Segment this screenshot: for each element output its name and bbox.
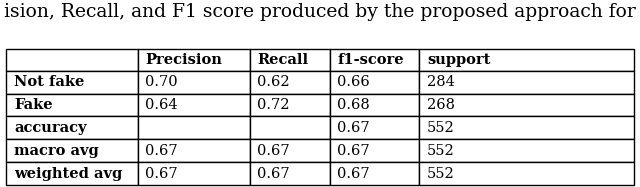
Bar (419, 94, 634, 117)
Text: 552: 552 (427, 144, 454, 158)
Text: 0.67: 0.67 (257, 167, 290, 181)
Text: 552: 552 (427, 167, 454, 181)
Text: 0.67: 0.67 (337, 167, 370, 181)
Text: 268: 268 (427, 98, 455, 112)
Text: 0.66: 0.66 (337, 75, 370, 89)
Bar (138, 71, 250, 94)
Bar (330, 94, 419, 117)
Bar (6, 71, 138, 94)
Text: 0.67: 0.67 (257, 144, 290, 158)
Text: macro avg: macro avg (14, 144, 99, 158)
Bar (250, 49, 330, 71)
Bar (138, 49, 250, 71)
Text: support: support (427, 53, 490, 67)
Bar (330, 162, 419, 185)
Text: 0.70: 0.70 (145, 75, 178, 89)
Bar (419, 139, 634, 162)
Bar (419, 71, 634, 94)
Text: 0.67: 0.67 (337, 121, 370, 135)
Text: Precision: Precision (145, 53, 222, 67)
Text: 552: 552 (427, 121, 454, 135)
Bar (138, 162, 250, 185)
Bar (6, 139, 138, 162)
Bar (6, 117, 138, 139)
Text: 0.67: 0.67 (145, 144, 178, 158)
Text: 0.64: 0.64 (145, 98, 178, 112)
Bar (330, 49, 419, 71)
Bar (138, 117, 250, 139)
Text: accuracy: accuracy (14, 121, 86, 135)
Bar (330, 139, 419, 162)
Text: 0.67: 0.67 (145, 167, 178, 181)
Text: 0.62: 0.62 (257, 75, 290, 89)
Text: Recall: Recall (257, 53, 308, 67)
Text: 0.68: 0.68 (337, 98, 370, 112)
Text: ision, Recall, and F1 score produced by the proposed approach for: ision, Recall, and F1 score produced by … (4, 3, 636, 21)
Text: 284: 284 (427, 75, 455, 89)
Bar (419, 162, 634, 185)
Bar (250, 117, 330, 139)
Bar (6, 49, 138, 71)
Text: Not fake: Not fake (14, 75, 84, 89)
Bar (250, 71, 330, 94)
Text: 0.67: 0.67 (337, 144, 370, 158)
Bar (6, 94, 138, 117)
Bar (330, 71, 419, 94)
Bar (419, 117, 634, 139)
Bar (250, 139, 330, 162)
Bar (138, 139, 250, 162)
Bar (138, 94, 250, 117)
Bar (250, 162, 330, 185)
Text: f1-score: f1-score (337, 53, 404, 67)
Bar (419, 49, 634, 71)
Text: 0.72: 0.72 (257, 98, 290, 112)
Text: weighted avg: weighted avg (14, 167, 122, 181)
Bar (250, 94, 330, 117)
Bar (330, 117, 419, 139)
Text: Fake: Fake (14, 98, 52, 112)
Bar (6, 162, 138, 185)
